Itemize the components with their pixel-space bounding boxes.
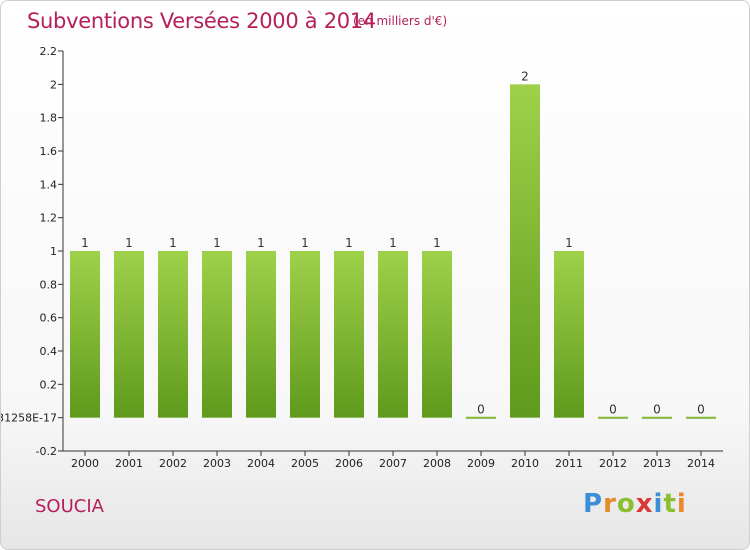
y-tick-label: 1.8 [40, 112, 58, 125]
bar [378, 251, 408, 418]
bar [642, 416, 672, 419]
y-tick-label: 1.2 [40, 212, 58, 225]
x-tick-label: 2004 [247, 457, 275, 470]
x-tick-label: 2010 [511, 457, 539, 470]
axes: -0.2 -5.5511151231258E-17 0.2 0.4 0.6 0.8 1 1.2… [1, 45, 723, 470]
data-label: 0 [477, 403, 485, 417]
bar [334, 251, 364, 418]
x-tick-label: 2008 [423, 457, 451, 470]
x-tick-label: 2000 [71, 457, 99, 470]
x-tick-label: 2005 [291, 457, 319, 470]
x-tick-label: 2013 [643, 457, 671, 470]
data-label: 1 [389, 236, 397, 250]
bar [422, 251, 452, 418]
x-tick-label: 2014 [687, 457, 715, 470]
y-tick-label: 0.4 [40, 345, 58, 358]
y-tick-label: -5.5511151231258E-17 [1, 412, 57, 425]
x-tick-label: 2006 [335, 457, 363, 470]
commune-name: SOUCIA [35, 496, 104, 517]
bar [158, 251, 188, 418]
logo-letter: i [653, 489, 664, 519]
x-tick-label: 2012 [599, 457, 627, 470]
logo-letter: o [616, 489, 636, 519]
bar [70, 251, 100, 418]
logo-letter: x [635, 489, 654, 519]
y-tick-label: 1 [50, 245, 57, 258]
data-label: 1 [125, 236, 133, 250]
bar [554, 251, 584, 418]
bar [686, 416, 716, 419]
x-tick-label: 2003 [203, 457, 231, 470]
x-tick-label: 2007 [379, 457, 407, 470]
y-tick-label: 1.4 [40, 178, 58, 191]
chart-title: Subventions Versées 2000 à 2014 [27, 9, 376, 33]
y-tick-label: -0.2 [36, 445, 57, 458]
logo-letter: i [676, 489, 687, 519]
data-label: 0 [653, 403, 661, 417]
data-label: 1 [301, 236, 309, 250]
data-label: 0 [609, 403, 617, 417]
y-tick-label: 0.2 [40, 378, 58, 391]
x-tick-label: 2001 [115, 457, 143, 470]
x-tick-label: 2009 [467, 457, 495, 470]
bar [598, 416, 628, 419]
y-tick-label: 1.6 [40, 145, 58, 158]
data-label: 1 [213, 236, 221, 250]
y-tick-label: 2.2 [40, 45, 58, 58]
y-tick-label: 2 [50, 78, 57, 91]
bar [290, 251, 320, 418]
data-label: 1 [565, 236, 573, 250]
data-label: 1 [257, 236, 265, 250]
bar [202, 251, 232, 418]
chart-unit: (en milliers d'€) [353, 14, 448, 28]
x-tick-label: 2002 [159, 457, 187, 470]
bar [510, 84, 540, 418]
data-label: 2 [521, 69, 529, 83]
data-labels: 1 1 1 1 1 1 1 1 1 0 2 1 0 0 0 [81, 69, 705, 416]
logo-letter: t [663, 489, 677, 519]
bar [114, 251, 144, 418]
logo-letter: r [603, 489, 617, 519]
bar [466, 416, 496, 419]
data-label: 0 [697, 403, 705, 417]
proxiti-logo: Proxiti [583, 489, 687, 519]
bars [70, 84, 716, 419]
data-label: 1 [81, 236, 89, 250]
data-label: 1 [433, 236, 441, 250]
y-tick-label: 0.8 [40, 278, 58, 291]
logo-letter: P [583, 489, 604, 519]
bar [246, 251, 276, 418]
data-label: 1 [345, 236, 353, 250]
data-label: 1 [169, 236, 177, 250]
y-tick-label: 0.6 [40, 312, 58, 325]
x-tick-label: 2011 [555, 457, 583, 470]
